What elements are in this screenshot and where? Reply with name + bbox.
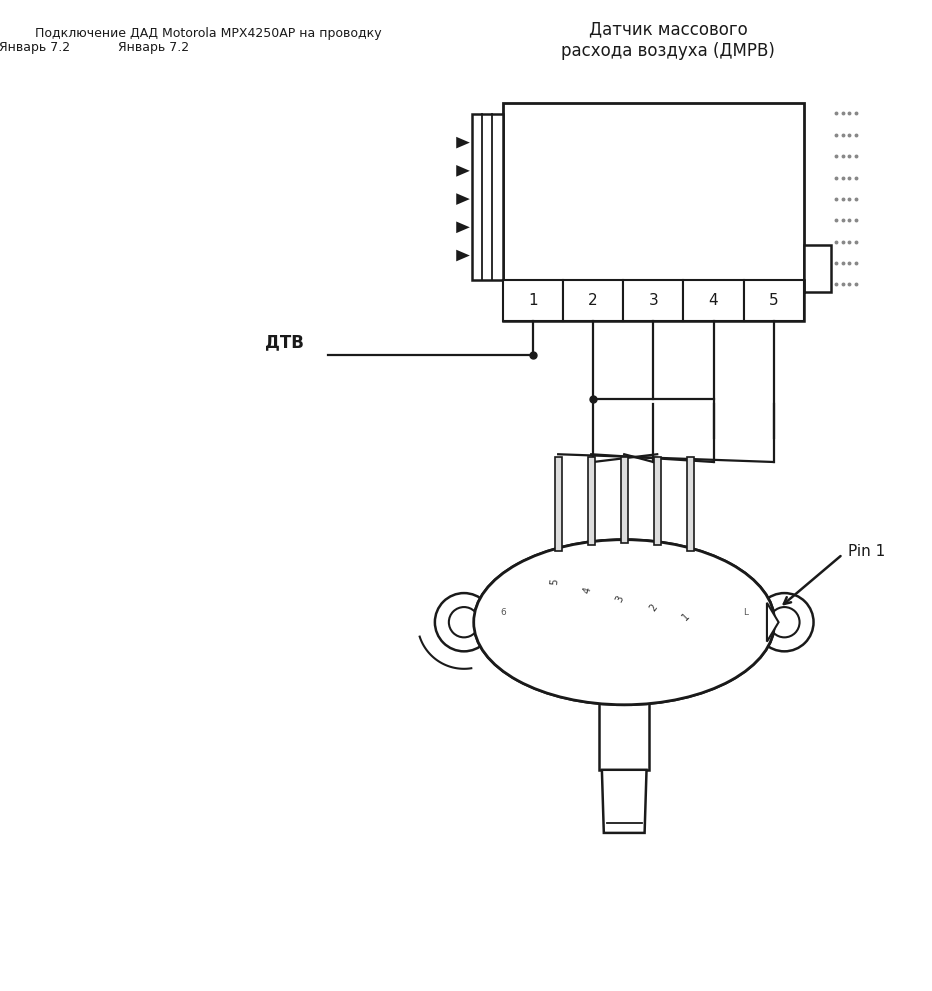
Text: 5: 5 — [549, 578, 559, 585]
Text: 3: 3 — [614, 594, 626, 604]
Bar — [744, 280, 803, 321]
Ellipse shape — [473, 540, 774, 705]
Bar — [624, 280, 683, 321]
Text: Январь 7.2: Январь 7.2 — [0, 41, 71, 54]
Bar — [555, 457, 562, 551]
Circle shape — [769, 607, 800, 637]
Bar — [472, 114, 503, 280]
Polygon shape — [599, 700, 650, 770]
Text: Pin 1: Pin 1 — [847, 544, 884, 559]
Text: L: L — [743, 608, 748, 617]
Text: Подключение ДАД Motorola MPX4250AP на проводку: Подключение ДАД Motorola MPX4250AP на пр… — [34, 27, 381, 40]
Text: ДТВ: ДТВ — [265, 333, 304, 352]
Text: 6: 6 — [500, 608, 506, 617]
Text: 1: 1 — [528, 293, 538, 308]
Polygon shape — [457, 193, 470, 205]
Polygon shape — [767, 603, 778, 641]
Polygon shape — [457, 221, 470, 233]
Text: 3: 3 — [649, 293, 658, 308]
Bar — [687, 457, 693, 551]
Text: 5: 5 — [769, 293, 778, 308]
Bar — [503, 280, 803, 321]
Bar — [503, 280, 563, 321]
Text: 4: 4 — [708, 293, 719, 308]
Bar — [563, 280, 624, 321]
Circle shape — [755, 593, 814, 651]
Polygon shape — [457, 137, 470, 149]
Text: 2: 2 — [588, 293, 598, 308]
Bar — [803, 246, 831, 292]
Bar — [654, 457, 661, 545]
Text: 1: 1 — [680, 610, 692, 622]
Bar — [621, 457, 627, 543]
Text: Датчик массового
расхода воздуха (ДМРВ): Датчик массового расхода воздуха (ДМРВ) — [561, 20, 774, 60]
Polygon shape — [457, 165, 470, 176]
Circle shape — [449, 607, 479, 637]
Ellipse shape — [473, 540, 774, 705]
Text: 2: 2 — [648, 603, 659, 613]
Circle shape — [435, 593, 493, 651]
Polygon shape — [457, 250, 470, 262]
Bar — [503, 103, 803, 292]
Text: 4: 4 — [582, 586, 593, 595]
Text: Январь 7.2: Январь 7.2 — [117, 41, 189, 54]
Bar — [588, 457, 595, 545]
Polygon shape — [602, 770, 647, 832]
Bar — [683, 280, 744, 321]
